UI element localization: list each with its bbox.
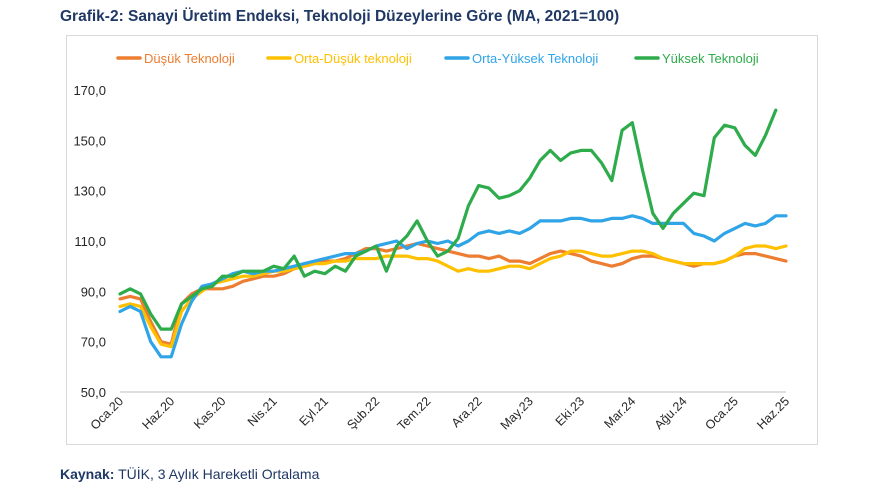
x-axis: Oca.20 Haz.20 Kas.20 Nis.21 Eyl.21 Şub.22 Tem.…	[88, 391, 792, 433]
source-text: TÜİK, 3 Aylık Hareketli Ortalama	[118, 466, 320, 482]
y-tick-label: 50,0	[81, 385, 106, 400]
chart-title: Grafik-2: Sanayi Üretim Endeksi, Teknolo…	[60, 8, 620, 25]
source-note: Kaynak: TÜİK, 3 Aylık Hareketli Ortalama	[60, 466, 319, 482]
x-tick-label: Oca.25	[702, 394, 740, 432]
legend-label: Yüksek Teknoloji	[662, 51, 759, 66]
series-line-medium-low-tech	[118, 244, 788, 349]
y-tick-label: 150,0	[73, 133, 106, 148]
x-tick-label: Ara.22	[449, 394, 485, 430]
x-tick-label: Mar.24	[602, 394, 639, 431]
x-tick-label: Haz.20	[139, 394, 177, 432]
y-tick-label: 170,0	[73, 83, 106, 98]
legend: Düşük Teknoloji Orta-Düşük teknoloji Orta-…	[116, 51, 759, 66]
x-tick-label: Nis.21	[245, 394, 280, 429]
y-tick-label: 130,0	[73, 184, 106, 199]
x-tick-label: Tem.22	[395, 394, 434, 433]
x-tick-label: Eki.23	[553, 394, 587, 428]
x-tick-label: Ağu.24	[652, 394, 690, 432]
series-lines	[118, 108, 788, 359]
legend-label: Orta-Düşük teknoloji	[294, 51, 412, 66]
y-tick-label: 110,0	[74, 234, 106, 249]
chart-frame	[66, 35, 818, 445]
x-tick-label: Eyl.21	[297, 394, 331, 428]
series-line-high-tech	[118, 108, 778, 331]
series-line-medium-high-tech	[118, 214, 788, 359]
y-axis: 50,0 70,0 90,0 110,0 130,0 150,0 170,0	[73, 83, 106, 400]
x-tick-label: May.23	[498, 394, 536, 432]
series-line-low-tech	[118, 241, 788, 346]
legend-label: Düşük Teknoloji	[144, 51, 235, 66]
x-tick-label: Haz.25	[754, 394, 792, 432]
y-tick-label: 90,0	[81, 284, 106, 299]
legend-label: Orta-Yüksek Teknoloji	[472, 51, 598, 66]
source-label: Kaynak:	[60, 466, 115, 482]
y-tick-label: 70,0	[81, 335, 106, 350]
x-tick-label: Kas.20	[191, 394, 228, 431]
x-tick-label: Şub.22	[344, 394, 382, 432]
